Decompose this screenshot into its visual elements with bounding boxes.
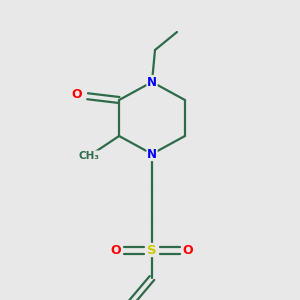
Text: S: S (147, 244, 157, 256)
Text: CH₃: CH₃ (79, 151, 100, 161)
Text: N: N (147, 76, 157, 88)
Text: O: O (72, 88, 83, 101)
Text: O: O (111, 244, 121, 256)
Text: O: O (183, 244, 193, 256)
Text: N: N (147, 148, 157, 160)
